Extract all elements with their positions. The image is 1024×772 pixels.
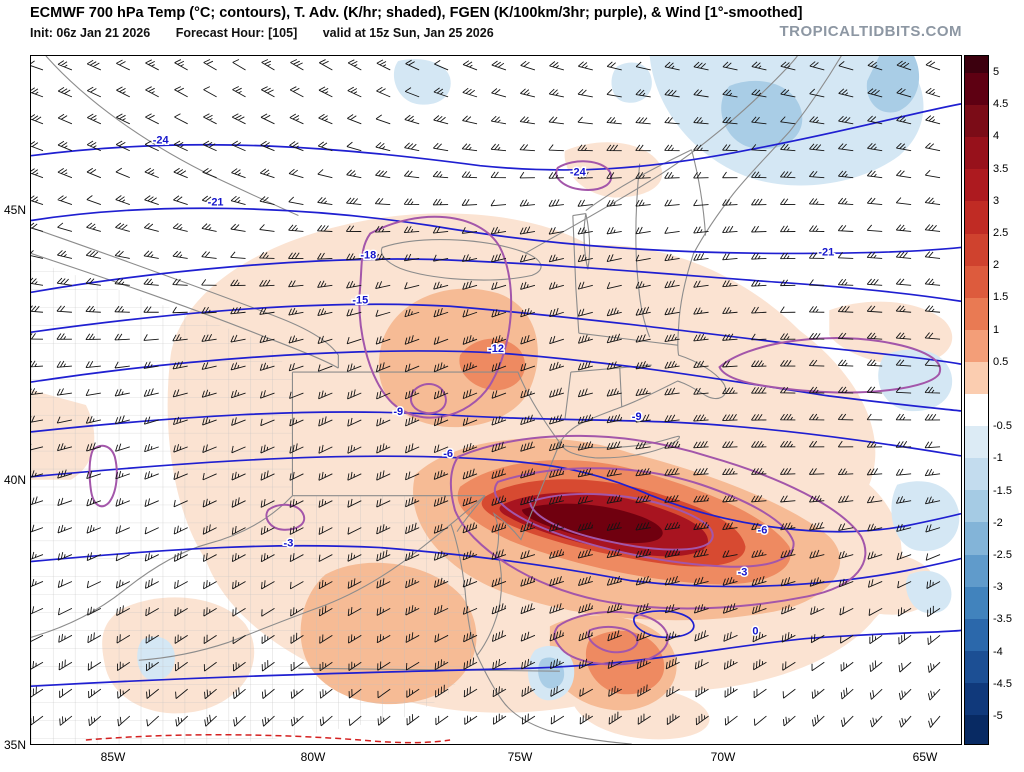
- colorbar-tick-label: -2: [993, 516, 1003, 529]
- colorbar-cell: [965, 201, 988, 234]
- colorbar-cell: [965, 715, 988, 745]
- colorbar-tick-label: -0.5: [993, 420, 1012, 433]
- colorbar-tick-label: -4.5: [993, 677, 1012, 690]
- st-lawrence: [524, 56, 798, 254]
- forecast-hour-label: Forecast Hour: [105]: [175, 26, 298, 40]
- state-borders: [31, 56, 842, 744]
- colorbar-cell: [965, 683, 988, 716]
- colorbar-cell: [965, 426, 988, 459]
- colorbar-tick-label: 5: [993, 66, 1000, 78]
- colorbar-tick-label: -1.5: [993, 484, 1012, 497]
- colorbar-cell: [965, 618, 988, 651]
- colorbar-tick-label: -5: [993, 710, 1003, 722]
- lake-ontario: [380, 239, 542, 281]
- lon-tick-label: 75W: [507, 750, 533, 764]
- colorbar-tick-label: 2: [993, 259, 1000, 272]
- zero-temp-contour: [85, 734, 451, 744]
- colorbar-tick-label: -4: [993, 645, 1003, 658]
- colorbar-tick-label: -3: [993, 581, 1003, 594]
- temp-contour-label: -3: [284, 538, 294, 550]
- colorbar-tick-label: 3.5: [993, 162, 1009, 175]
- map-canvas: -24 -24 -21 -21 -18 -15 -12 -9 -9 -6 -6 -3 -3 0: [30, 55, 962, 745]
- contour-labels: -24 -24 -21 -21 -18 -15 -12 -9 -9 -6 -6 -3 -3 0: [151, 133, 835, 639]
- colorbar-tick-label: -2.5: [993, 549, 1012, 561]
- colorbar-tick-label: 4: [993, 130, 1000, 143]
- lon-tick-label: 70W: [710, 750, 736, 764]
- colorbar-cell: [965, 137, 988, 170]
- colorbar-tick-label: 3: [993, 194, 1000, 207]
- colorbar-cell: [965, 650, 988, 684]
- colorbar-cell: [965, 329, 988, 362]
- colorbar-cell: [965, 522, 988, 555]
- va-nc-border: [298, 667, 560, 672]
- wv-va-border: [138, 495, 486, 661]
- coastline: [559, 56, 842, 444]
- temp-contour-label: -6: [443, 448, 453, 460]
- colorbar-cell: [965, 361, 988, 395]
- colorbar-cell: [965, 56, 988, 73]
- temp-contour-label: -24: [570, 167, 587, 179]
- temp-contour-label: -21: [818, 246, 834, 258]
- temp-contour-label: -9: [393, 406, 403, 418]
- colorbar-cell: [965, 586, 988, 619]
- canada-border: [572, 149, 692, 217]
- lat-tick-label: 40N: [3, 473, 26, 487]
- colorbar-tick-label: 4.5: [993, 98, 1009, 111]
- wind-barbs: [31, 59, 941, 728]
- lat-tick-label: 45N: [3, 203, 26, 217]
- chart-title: ECMWF 700 hPa Temp (°C; contours), T. Ad…: [30, 5, 803, 21]
- colorbar-cell: [965, 265, 988, 298]
- ontario-shore: [45, 56, 299, 217]
- lake-champlain: [583, 213, 591, 270]
- colorbar-cell: [965, 458, 988, 491]
- colorbar-tick-label: -3.5: [993, 613, 1012, 626]
- init-time-label: Init: 06z Jan 21 2026: [30, 26, 151, 40]
- chart-subtitle: Init: 06z Jan 21 2026 Forecast Hour: [10…: [30, 26, 516, 40]
- va-coast: [476, 655, 632, 744]
- temp-contour-label: -24: [153, 135, 170, 147]
- colorbar-cell: [965, 233, 988, 266]
- nh-me-border: [691, 149, 707, 236]
- temp-contour-label: -9: [632, 411, 642, 423]
- wind-barb-field: [31, 59, 941, 728]
- colorbar-tick-label: 1.5: [993, 291, 1009, 304]
- colorbar-cell: [965, 297, 988, 330]
- lat-tick-label: 35N: [3, 738, 26, 752]
- nj-delmarva-coast: [450, 442, 561, 657]
- temp-contour-label: -15: [352, 294, 368, 306]
- ma-north-border: [578, 332, 678, 346]
- colorbar-cell: [965, 394, 988, 427]
- potomac-river: [456, 495, 486, 532]
- colorbar-tick-label: 0.5: [993, 355, 1009, 368]
- weather-map: -24 -24 -21 -21 -18 -15 -12 -9 -9 -6 -6 -3 -3 0: [31, 56, 961, 744]
- vt-nh-border: [635, 163, 651, 338]
- colorbar-cell: [965, 72, 988, 106]
- colorbar-tick-label: 1: [993, 323, 1000, 336]
- colorbar-cell: [965, 169, 988, 202]
- colorbar-cell: [965, 490, 988, 523]
- ny-pa-border: [292, 371, 561, 444]
- watermark: TROPICALTIDBITS.COM: [779, 23, 962, 40]
- temp-contour-label: -6: [758, 525, 768, 537]
- temp-contour-label: -12: [488, 343, 504, 355]
- colorbar-cell: [965, 105, 988, 138]
- colorbar-tick-label: 2.5: [993, 227, 1009, 239]
- lon-tick-label: 65W: [912, 750, 938, 764]
- temp-contour-label: -21: [208, 197, 224, 209]
- fgen-contours: [88, 160, 942, 666]
- county-lines: [31, 260, 486, 744]
- colorbar: [964, 55, 989, 745]
- lake-erie: [31, 226, 339, 369]
- colorbar-cell: [965, 554, 988, 587]
- temp-contour-label: 0: [752, 625, 758, 637]
- ohio-river: [31, 495, 293, 638]
- valid-time-label: valid at 15z Sun, Jan 25 2026: [322, 26, 494, 40]
- lon-tick-label: 80W: [300, 750, 326, 764]
- colorbar-tick-label: -1: [993, 452, 1003, 465]
- temp-contour-label: -3: [738, 566, 748, 578]
- temp-contour-label: -18: [360, 249, 376, 261]
- long-island: [562, 435, 680, 459]
- lon-tick-label: 85W: [100, 750, 126, 764]
